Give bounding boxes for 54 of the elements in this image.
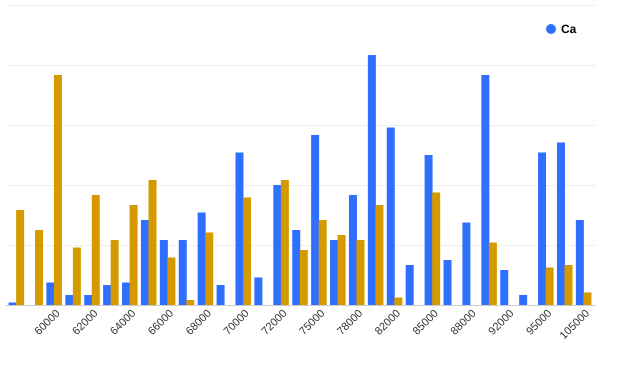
bar: [356, 240, 365, 305]
bar: [318, 220, 327, 305]
bar: [348, 195, 357, 305]
bar: [500, 270, 508, 305]
bar: [424, 155, 433, 305]
bar: [386, 128, 395, 305]
bar: [292, 230, 300, 305]
bar: [481, 75, 490, 305]
bar: [444, 260, 452, 305]
bar: [576, 220, 584, 305]
bar: [122, 282, 130, 305]
bar: [46, 282, 54, 305]
bar: [178, 240, 187, 305]
bar: [394, 298, 402, 305]
bar: [130, 205, 138, 305]
bar: [243, 198, 252, 305]
bar: [110, 240, 119, 305]
bar: [280, 180, 289, 305]
bar: [338, 235, 346, 305]
bar: [235, 152, 244, 305]
bar: [160, 240, 168, 305]
bar: [65, 295, 74, 305]
bar: [375, 205, 384, 305]
bar: [186, 300, 194, 305]
bar: [273, 185, 282, 305]
bar: [300, 250, 308, 305]
bar: [167, 258, 176, 305]
bar: [92, 195, 100, 305]
bar: [254, 278, 262, 305]
bar: [84, 295, 92, 305]
bar: [488, 242, 497, 305]
bar: [311, 135, 320, 305]
bar: [216, 285, 225, 305]
bar: [198, 212, 206, 305]
bar: [432, 192, 440, 305]
bar: [103, 285, 112, 305]
bar: [583, 292, 592, 305]
bar: [462, 222, 470, 305]
bar: [519, 295, 528, 305]
bar: [546, 268, 554, 305]
bar: [35, 230, 44, 305]
legend-label: Ca: [561, 22, 577, 36]
bar: [564, 265, 573, 305]
bar: [54, 75, 62, 305]
bar: [205, 232, 214, 305]
bar: [406, 265, 414, 305]
bar: [16, 210, 24, 305]
bar: [556, 142, 565, 305]
bar: [538, 152, 546, 305]
bar: [140, 220, 149, 305]
bar: [72, 248, 81, 305]
bar: [368, 55, 376, 305]
bar: [330, 240, 338, 305]
bar: [148, 180, 156, 305]
